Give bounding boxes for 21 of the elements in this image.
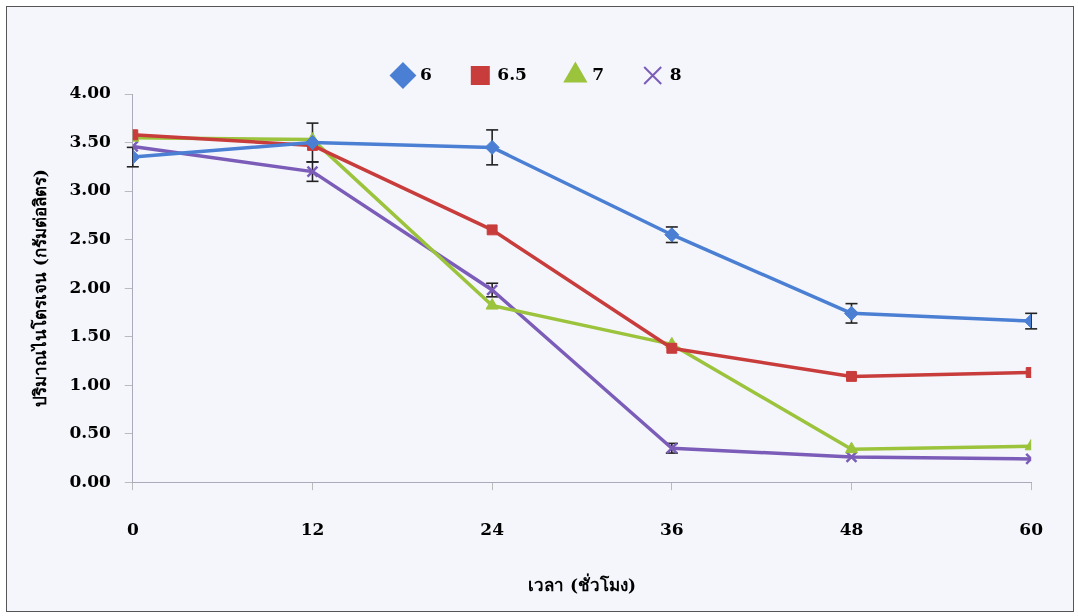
legend-label: 6.5 bbox=[497, 63, 527, 84]
x-tick-label: 48 bbox=[839, 518, 864, 539]
x-axis-title: เวลา (ชั่วโมง) bbox=[527, 573, 636, 596]
y-tick-label: 1.00 bbox=[69, 373, 111, 394]
legend-label: 8 bbox=[669, 63, 682, 84]
y-tick-label: 1.50 bbox=[69, 325, 111, 346]
y-tick-label: 0.50 bbox=[69, 422, 111, 443]
y-tick-label: 4.00 bbox=[69, 82, 111, 103]
y-tick-label: 2.00 bbox=[69, 276, 111, 297]
x-tick-label: 60 bbox=[1019, 518, 1044, 539]
y-tick-label: 0.00 bbox=[69, 470, 111, 491]
y-tick-label: 3.50 bbox=[69, 130, 111, 151]
y-axis-title: ปริมาณไนโตรเจน (กรัมต่อลิตร) bbox=[29, 169, 50, 408]
x-tick-label: 0 bbox=[126, 518, 139, 539]
x-tick-label: 12 bbox=[300, 518, 325, 539]
y-tick-label: 3.00 bbox=[69, 179, 111, 200]
y-tick-label: 2.50 bbox=[69, 228, 111, 248]
legend-label: 7 bbox=[592, 63, 605, 84]
x-tick-label: 24 bbox=[480, 518, 505, 539]
legend-label: 6 bbox=[419, 63, 432, 84]
x-tick-label: 36 bbox=[659, 518, 684, 539]
